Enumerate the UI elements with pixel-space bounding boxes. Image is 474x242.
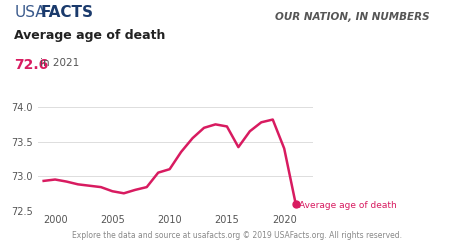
Text: Explore the data and source at usafacts.org © 2019 USAFacts.org. All rights rese: Explore the data and source at usafacts.… [72,231,402,240]
Text: 72.6: 72.6 [14,58,48,72]
Text: Average age of death: Average age of death [14,29,165,42]
Text: FACTS: FACTS [40,5,93,20]
Text: in 2021: in 2021 [40,58,80,68]
Text: Average age of death: Average age of death [299,201,397,210]
Text: OUR NATION, IN NUMBERS: OUR NATION, IN NUMBERS [275,12,429,22]
Text: USA: USA [14,5,46,20]
